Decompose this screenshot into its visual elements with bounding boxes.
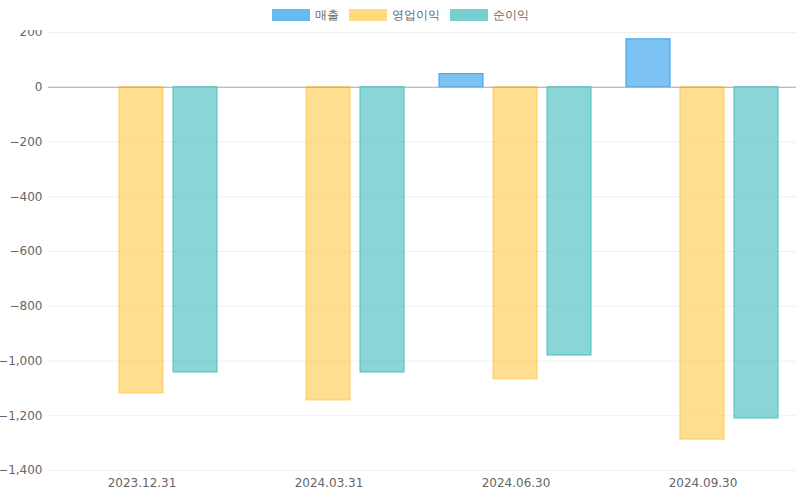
html-text:매출: 매출	[314, 7, 339, 22]
svg-text:0: 0	[35, 80, 43, 94]
html-text:영업이익: 영업이익	[391, 7, 440, 22]
svg-text:−800: −800	[10, 299, 43, 313]
svg-text:−200: −200	[10, 135, 43, 149]
svg-text:−600: −600	[10, 244, 43, 258]
svg-text:2024.06.30: 2024.06.30	[482, 476, 551, 490]
svg-text:−400: −400	[10, 190, 43, 204]
svg-text:−1,400: −1,400	[0, 463, 43, 477]
html-text:순이익: 순이익	[492, 7, 529, 22]
svg-text:−1,200: −1,200	[0, 409, 43, 423]
svg-text:200: 200	[20, 30, 43, 39]
svg-text:2024.03.31: 2024.03.31	[295, 476, 364, 490]
svg-text:2023.12.31: 2023.12.31	[108, 476, 177, 490]
svg-text:−1,000: −1,000	[0, 354, 43, 368]
svg-text:2024.09.30: 2024.09.30	[669, 476, 738, 490]
